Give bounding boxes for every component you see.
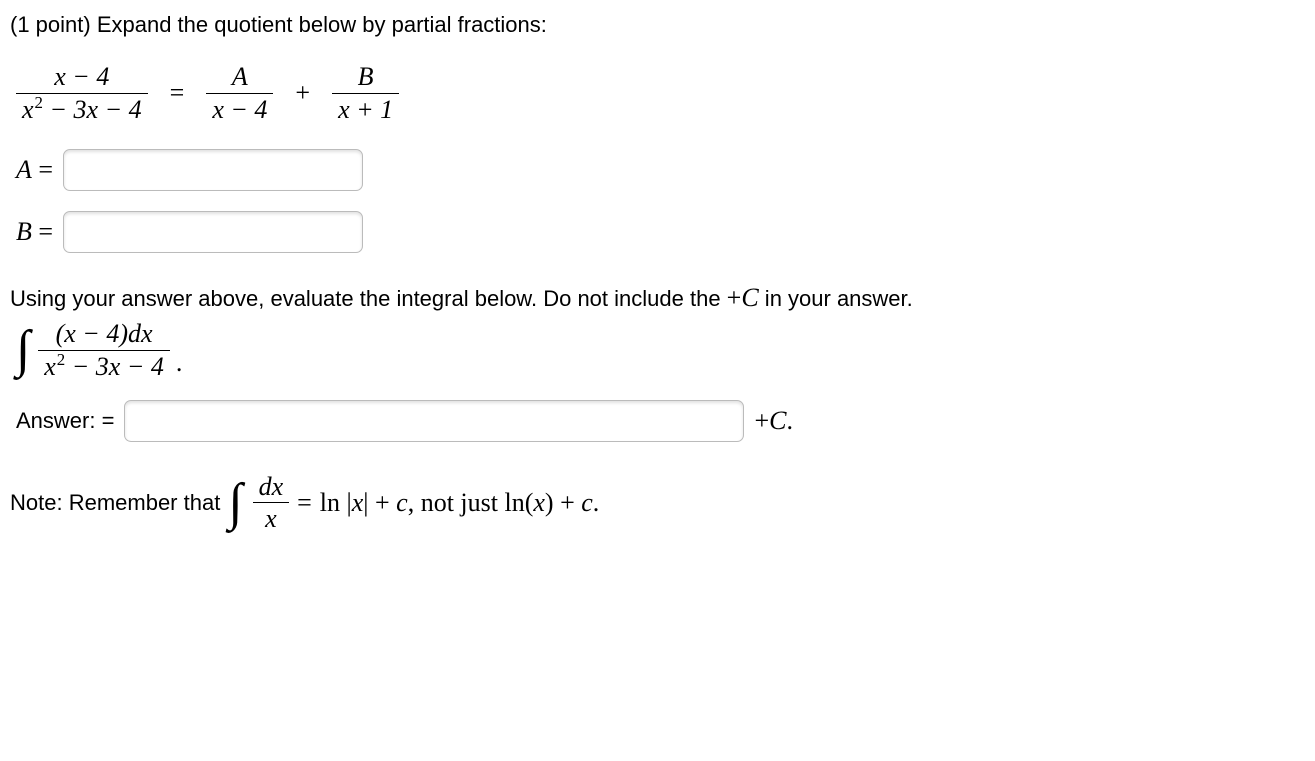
input-row-answer: Answer: = +C. bbox=[10, 400, 1305, 442]
partial-fraction-equation: x − 4 x2 − 3x − 4 = A x − 4 + B x + 1 bbox=[10, 62, 1305, 125]
plus-c-suffix: +C. bbox=[754, 406, 793, 436]
terminal-dot: . bbox=[176, 348, 183, 378]
plus-sign: + bbox=[291, 78, 314, 108]
note-frac-num: dx bbox=[253, 472, 290, 503]
input-row-b: B = bbox=[10, 211, 1305, 253]
note-rhs-mid: , not just ln( bbox=[408, 488, 534, 517]
instruction-before: Using your answer above, evaluate the in… bbox=[10, 286, 727, 311]
answer-input[interactable] bbox=[124, 400, 744, 442]
lhs-denominator: x2 − 3x − 4 bbox=[16, 94, 148, 125]
equals-sign: = bbox=[166, 78, 189, 108]
label-b-var: B bbox=[16, 217, 32, 246]
term-a-fraction: A x − 4 bbox=[206, 62, 273, 125]
note-frac-den: x bbox=[259, 503, 283, 534]
integral-instruction: Using your answer above, evaluate the in… bbox=[10, 283, 1305, 313]
integrand-numerator: (x − 4)dx bbox=[50, 319, 159, 350]
note-rhs-b: | + bbox=[363, 488, 396, 517]
note-rhs-x1: x bbox=[352, 488, 364, 517]
integral-expression: ∫ (x − 4)dx x2 − 3x − 4 . bbox=[10, 319, 1305, 382]
lhs-fraction: x − 4 x2 − 3x − 4 bbox=[16, 62, 148, 125]
label-b-eq: = bbox=[32, 217, 53, 246]
integrand-fraction: (x − 4)dx x2 − 3x − 4 bbox=[38, 319, 170, 382]
note-math: ∫ dx x = ln |x| + c, not just ln(x) + c. bbox=[228, 472, 599, 535]
label-a: A = bbox=[16, 155, 53, 185]
plus-sign-suffix: + bbox=[754, 406, 769, 435]
note-row: Note: Remember that ∫ dx x = ln |x| + c,… bbox=[10, 472, 1305, 535]
term-b-denominator: x + 1 bbox=[332, 94, 399, 125]
prompt-text: Expand the quotient below by partial fra… bbox=[97, 12, 547, 37]
note-rhs-x2: x bbox=[533, 488, 545, 517]
question-prompt: (1 point) Expand the quotient below by p… bbox=[10, 12, 1305, 38]
note-rhs-a: ln | bbox=[320, 488, 352, 517]
points-label: (1 point) bbox=[10, 12, 97, 37]
int-den-exp: 2 bbox=[57, 350, 65, 369]
a-input[interactable] bbox=[63, 149, 363, 191]
integral-sign-icon: ∫ bbox=[228, 477, 242, 529]
dot-suffix: . bbox=[786, 406, 793, 435]
note-rhs-c2: c bbox=[581, 488, 593, 517]
note-rhs-c1: c bbox=[396, 488, 408, 517]
plus-sign-inline: + bbox=[727, 283, 742, 312]
integral-sign-icon: ∫ bbox=[16, 324, 30, 376]
note-rhs: ln |x| + c, not just ln(x) + c. bbox=[320, 488, 600, 518]
label-b: B = bbox=[16, 217, 53, 247]
term-b-numerator: B bbox=[352, 62, 380, 93]
note-rhs-d: ) + bbox=[545, 488, 581, 517]
input-row-a: A = bbox=[10, 149, 1305, 191]
term-a-denominator: x − 4 bbox=[206, 94, 273, 125]
c-inline: C bbox=[741, 283, 758, 312]
term-a-numerator: A bbox=[226, 62, 254, 93]
integrand-denominator: x2 − 3x − 4 bbox=[38, 351, 170, 382]
den-rest: − 3x − 4 bbox=[43, 95, 142, 124]
int-den-x: x bbox=[44, 352, 56, 381]
instruction-after: in your answer. bbox=[759, 286, 913, 311]
den-x: x bbox=[22, 95, 34, 124]
plus-c-inline: +C bbox=[727, 283, 759, 312]
label-a-eq: = bbox=[32, 155, 53, 184]
note-fraction: dx x bbox=[253, 472, 290, 535]
den-exp: 2 bbox=[35, 93, 43, 112]
c-suffix: C bbox=[769, 406, 786, 435]
term-b-fraction: B x + 1 bbox=[332, 62, 399, 125]
note-prefix: Note: Remember that bbox=[10, 490, 220, 516]
answer-label: Answer: = bbox=[16, 408, 114, 434]
b-input[interactable] bbox=[63, 211, 363, 253]
note-equals: = bbox=[297, 488, 312, 518]
note-rhs-end: . bbox=[593, 488, 600, 517]
label-a-var: A bbox=[16, 155, 32, 184]
int-den-rest: − 3x − 4 bbox=[65, 352, 164, 381]
lhs-numerator: x − 4 bbox=[48, 62, 115, 93]
